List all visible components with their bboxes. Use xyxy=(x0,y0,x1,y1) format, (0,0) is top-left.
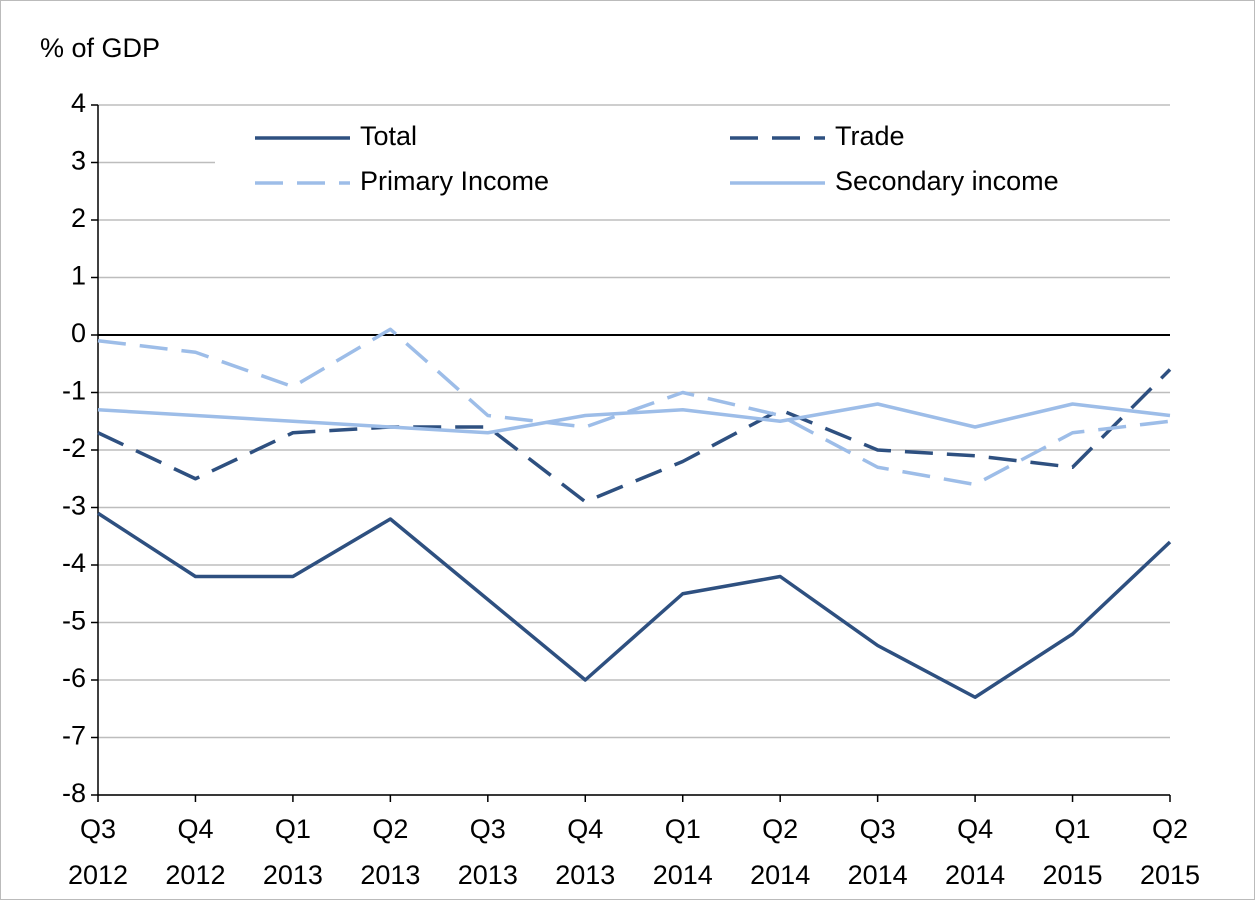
x-tick-label: Q3 xyxy=(80,814,116,844)
y-tick-label: 0 xyxy=(71,318,86,348)
series-line xyxy=(97,402,1171,435)
x-tick-label: Q2 xyxy=(372,814,408,844)
y-tick-label: -6 xyxy=(62,663,86,693)
x-tick-label: 2014 xyxy=(653,860,713,890)
y-axis-label: % of GDP xyxy=(40,33,160,63)
y-tick-label: 3 xyxy=(71,146,86,176)
x-tick-label: Q4 xyxy=(567,814,603,844)
y-tick-label: -8 xyxy=(62,778,86,808)
x-tick-label: 2015 xyxy=(1140,860,1200,890)
y-tick-label: -2 xyxy=(62,433,86,463)
series-line xyxy=(97,368,1172,504)
legend-box xyxy=(215,113,1170,208)
x-tick-label: Q3 xyxy=(470,814,506,844)
legend-label: Primary Income xyxy=(360,166,549,196)
x-tick-label: 2012 xyxy=(68,860,128,890)
x-tick-label: Q2 xyxy=(1152,814,1188,844)
y-tick-label: -1 xyxy=(62,376,86,406)
x-tick-label: Q1 xyxy=(665,814,701,844)
x-tick-label: 2013 xyxy=(360,860,420,890)
series-line xyxy=(97,327,1171,487)
y-tick-label: 4 xyxy=(71,88,86,118)
y-tick-label: 2 xyxy=(71,203,86,233)
x-tick-label: 2015 xyxy=(1043,860,1103,890)
legend-label: Trade xyxy=(835,121,905,151)
x-tick-label: 2013 xyxy=(458,860,518,890)
x-tick-label: 2013 xyxy=(263,860,323,890)
x-tick-label: Q2 xyxy=(762,814,798,844)
x-tick-label: 2014 xyxy=(848,860,908,890)
legend-label: Secondary income xyxy=(835,166,1059,196)
x-tick-label: 2014 xyxy=(945,860,1005,890)
x-tick-label: Q4 xyxy=(177,814,213,844)
x-tick-label: 2012 xyxy=(165,860,225,890)
y-tick-label: -3 xyxy=(62,491,86,521)
y-tick-label: -7 xyxy=(62,721,86,751)
series-line xyxy=(97,511,1172,699)
legend-label: Total xyxy=(360,121,417,151)
y-tick-label: -5 xyxy=(62,606,86,636)
x-tick-label: Q4 xyxy=(957,814,993,844)
y-tick-label: -4 xyxy=(62,548,86,578)
x-tick-label: 2013 xyxy=(555,860,615,890)
x-tick-label: Q1 xyxy=(275,814,311,844)
x-tick-label: Q1 xyxy=(1055,814,1091,844)
x-tick-label: Q3 xyxy=(860,814,896,844)
y-tick-label: 1 xyxy=(71,261,86,291)
x-tick-label: 2014 xyxy=(750,860,810,890)
